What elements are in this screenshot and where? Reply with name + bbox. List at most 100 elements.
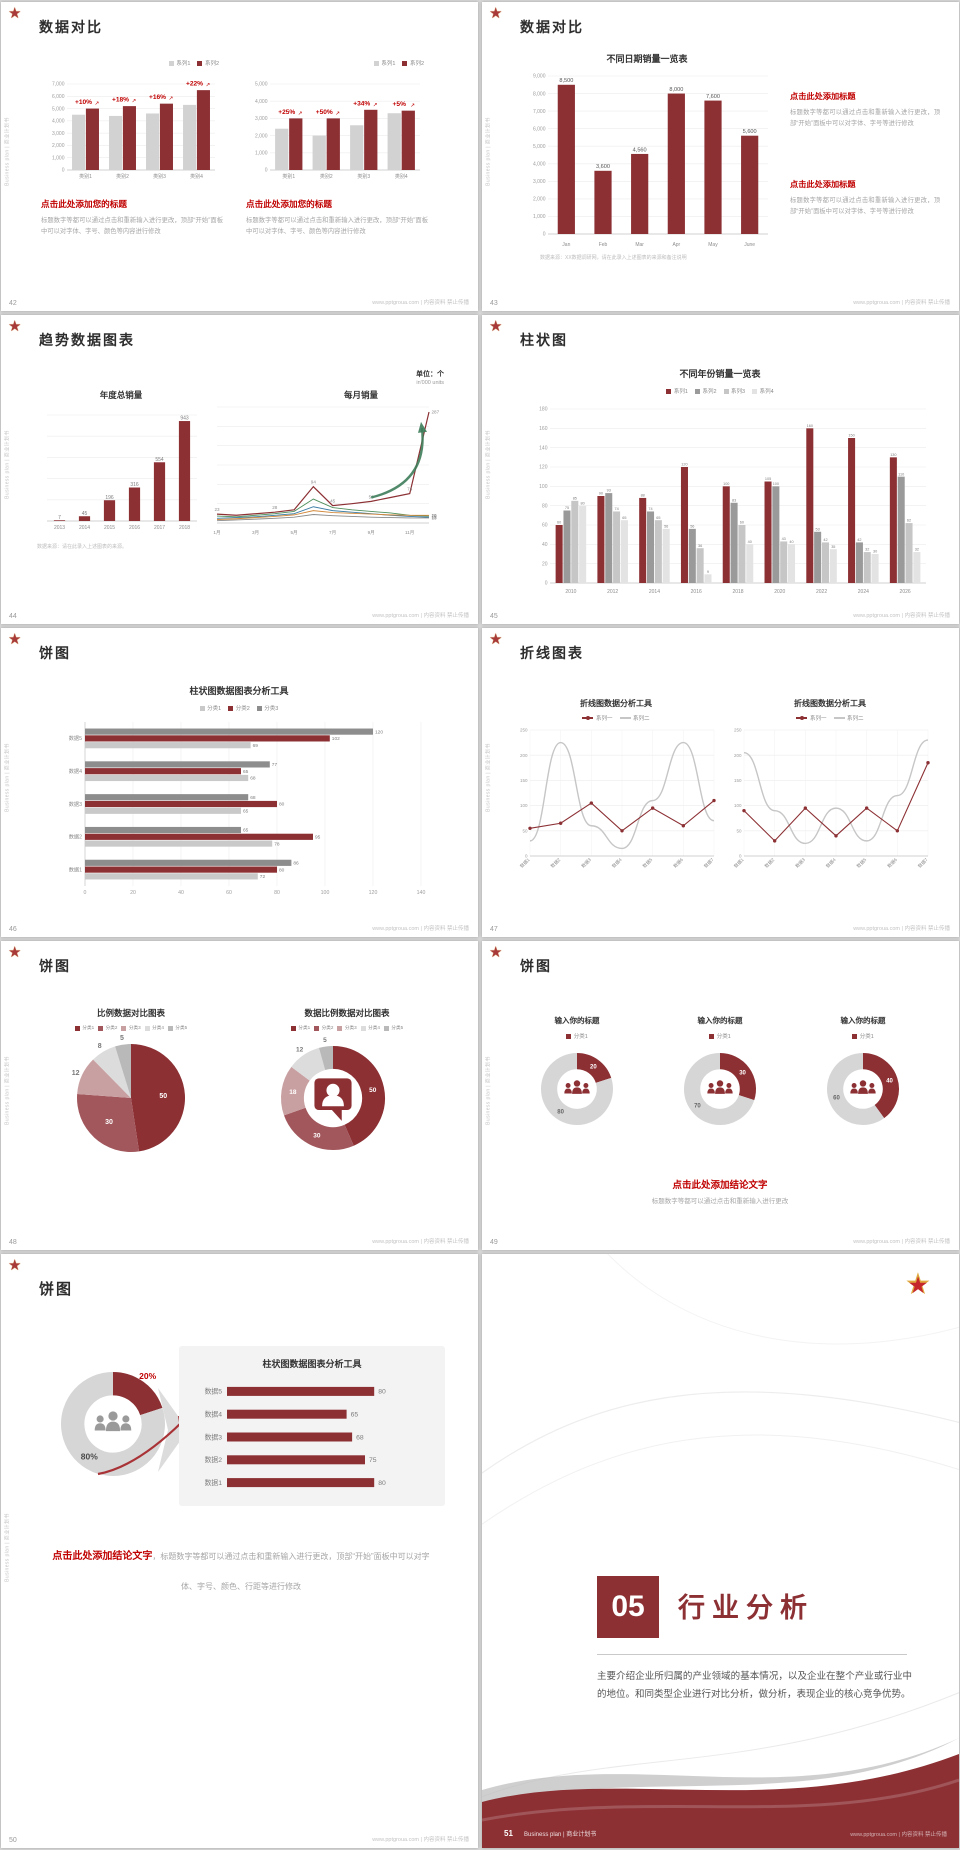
svg-text:3,600: 3,600	[596, 164, 610, 170]
svg-text:20: 20	[432, 513, 438, 518]
svg-text:数据2: 数据2	[69, 833, 82, 841]
svg-text:数据4: 数据4	[205, 1410, 223, 1419]
svg-text:类别2: 类别2	[320, 173, 333, 180]
svg-text:2013: 2013	[54, 525, 65, 531]
star-icon: ★	[8, 5, 22, 22]
svg-text:2018: 2018	[732, 589, 743, 595]
slide-title: 数据对比	[39, 19, 103, 35]
chart-legend: 系列一 系列二	[724, 714, 936, 722]
svg-text:+22%: +22%	[186, 81, 203, 88]
svg-text:95: 95	[315, 835, 321, 841]
slide-44[interactable]: ★ Business plan | 商业计划书 趋势数据图表 单位：个 in'0…	[1, 315, 478, 624]
chart-legend: 分类1	[517, 1032, 637, 1040]
svg-text:数据1: 数据1	[732, 856, 745, 869]
svg-text:类别4: 类别4	[395, 173, 408, 180]
svg-text:74: 74	[648, 507, 652, 511]
svg-text:80: 80	[378, 1389, 386, 1396]
svg-text:80%: 80%	[81, 1452, 98, 1462]
svg-text:68: 68	[250, 776, 256, 782]
slide-title: 饼图	[39, 958, 71, 974]
svg-text:2022: 2022	[816, 589, 827, 595]
donut-chart: 50 30 18 12 5	[274, 1037, 392, 1157]
svg-text:8: 8	[98, 1043, 102, 1050]
page-number: 42	[9, 300, 17, 307]
slide-50[interactable]: ★ Business plan | 商业计划书 饼图 20% 80% 柱状图数据图…	[1, 1254, 478, 1848]
svg-text:1,000: 1,000	[255, 151, 268, 157]
chart-legend: 系列一 系列二	[510, 714, 722, 722]
svg-text:90: 90	[599, 492, 603, 496]
chart-title: 输入你的标题	[840, 1016, 886, 1025]
slide-title: 饼图	[39, 1281, 74, 1298]
star-icon: ★	[8, 631, 22, 648]
sales-column-chart: 9,000 8,000 7,000 6,000 5,000 4,000 3,000 2,000…	[518, 64, 772, 248]
svg-text:69: 69	[253, 743, 259, 749]
svg-text:30: 30	[739, 1071, 746, 1077]
svg-text:7,600: 7,600	[706, 94, 720, 100]
svg-text:数据1: 数据1	[69, 865, 82, 873]
svg-text:80: 80	[274, 890, 280, 896]
svg-text:62: 62	[907, 519, 911, 523]
svg-text:65: 65	[243, 828, 249, 834]
svg-text:2018: 2018	[179, 525, 190, 531]
svg-text:12: 12	[296, 1047, 304, 1054]
svg-text:7,000: 7,000	[52, 82, 65, 88]
page-number: 50	[9, 1837, 17, 1844]
slide-51[interactable]: ★ ★ 05 行业分析 主要介绍企业所归属的产业领域的基本情况，以及企业在整个产业…	[482, 1254, 959, 1848]
svg-text:9: 9	[707, 570, 709, 574]
svg-text:1月: 1月	[213, 530, 220, 536]
sidebar-vertical-label: Business plan | 商业计划书	[485, 1056, 492, 1125]
unit-primary: 单位：个	[416, 371, 444, 378]
svg-text:30: 30	[873, 550, 877, 554]
slide-46[interactable]: ★ Business plan | 商业计划书 饼图 柱状图数据图表分析工具 分…	[1, 628, 478, 937]
star-icon: ★	[8, 944, 22, 961]
conclusion-block: 点击此处添加结论文字，标题数字等都可以通过点击和重新输入进行更改，顶部“开始”面…	[49, 1540, 433, 1601]
footer-site-label: www.pptgroua.com | 内容资料 禁止传播	[372, 926, 469, 932]
conclusion-heading: 点击此处添加结论文字	[52, 1551, 153, 1562]
page-number: 47	[490, 926, 498, 933]
svg-text:85: 85	[573, 496, 577, 500]
svg-text:250: 250	[734, 728, 742, 733]
svg-text:+16%: +16%	[149, 94, 166, 101]
star-icon: ★	[489, 631, 503, 648]
svg-text:287: 287	[432, 410, 440, 415]
data-source-note: 数据来源：XX数据调研网，请在此录入上述图表的来源和备注说明	[540, 255, 687, 261]
page-number: 51	[504, 1829, 513, 1838]
svg-text:+5%: +5%	[393, 101, 407, 108]
slide-48[interactable]: ★ Business plan | 商业计划书 饼图 比例数据对比图表 分类1 分…	[1, 941, 478, 1250]
svg-text:60: 60	[740, 521, 744, 525]
svg-text:20%: 20%	[139, 1371, 156, 1381]
slide-43[interactable]: ★ Business plan | 商业计划书 数据对比 不同日期销量一览表 9…	[482, 2, 959, 311]
svg-text:80: 80	[378, 1480, 386, 1487]
svg-text:↗: ↗	[132, 99, 137, 105]
svg-text:数据7: 数据7	[702, 856, 715, 869]
svg-text:65: 65	[622, 516, 626, 520]
slide-47[interactable]: ★ Business plan | 商业计划书 折线图表 折线图数据分析工具 系…	[482, 628, 959, 937]
sidebar-vertical-label: Business plan | 商业计划书	[4, 743, 11, 812]
star-icon: ★	[8, 318, 22, 335]
slide-45[interactable]: ★ Business plan | 商业计划书 柱状图 不同年份销量一览表 系列…	[482, 315, 959, 624]
slide-title: 饼图	[39, 645, 71, 661]
svg-text:数据4: 数据4	[610, 856, 623, 869]
svg-text:42: 42	[857, 538, 861, 542]
footer-site-label: www.pptgroua.com | 内容资料 禁止传播	[850, 1832, 947, 1838]
svg-text:65: 65	[243, 808, 249, 814]
svg-text:80: 80	[581, 501, 585, 505]
svg-text:Apr: Apr	[672, 242, 680, 248]
slide-49[interactable]: ★ Business plan | 商业计划书 饼图 输入你的标题 分类1 20…	[482, 941, 959, 1250]
svg-text:2016: 2016	[129, 525, 140, 531]
svg-text:↗: ↗	[373, 102, 378, 108]
svg-text:Jan: Jan	[562, 242, 570, 248]
svg-text:Mar: Mar	[635, 242, 644, 248]
svg-text:100: 100	[773, 482, 779, 486]
svg-text:2012: 2012	[607, 589, 618, 595]
slide-42[interactable]: ★ Business plan | 商业计划书 数据对比 系列1 系列2 7,00…	[1, 2, 478, 311]
svg-text:5,000: 5,000	[52, 106, 65, 112]
svg-text:77: 77	[272, 762, 278, 768]
svg-text:5月: 5月	[291, 530, 298, 536]
sidebar-vertical-label: Business plan | 商业计划书	[485, 430, 492, 499]
svg-text:65: 65	[351, 1412, 359, 1419]
svg-text:76: 76	[407, 487, 413, 492]
line-chart-right: 250 200 150 100 50 0 数据1 数据2 数据3 数据4 数据5 数据6 数据7	[728, 726, 936, 878]
svg-text:100: 100	[520, 803, 528, 808]
svg-text:2016: 2016	[691, 589, 702, 595]
